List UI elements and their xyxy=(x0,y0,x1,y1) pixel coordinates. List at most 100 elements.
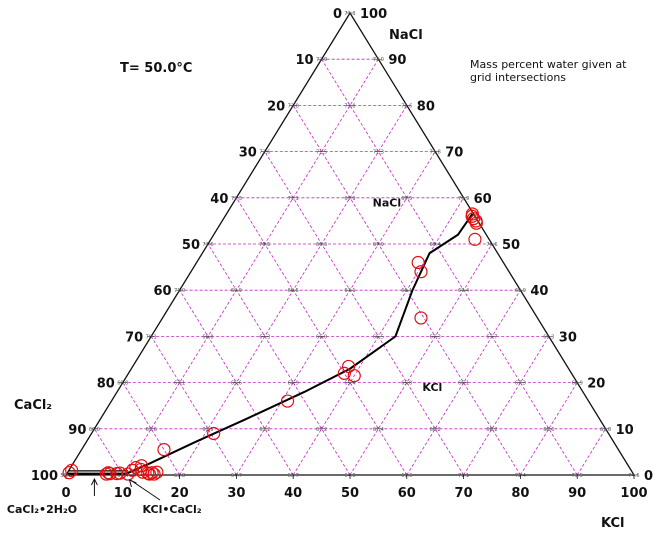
grid-value: 69.9 xyxy=(344,196,355,202)
left-tick-label: 40 xyxy=(210,192,228,207)
grid-value: 65.4 xyxy=(344,381,355,387)
grid-value: 69.5 xyxy=(401,196,412,202)
grid-line-kcl-90 xyxy=(576,428,606,476)
left-tick-label: 20 xyxy=(267,99,285,114)
left-tick-label: 70 xyxy=(125,330,143,345)
data-point xyxy=(337,366,351,380)
grid-value: 70.1 xyxy=(146,334,157,340)
grid-value: 67.9 xyxy=(373,242,384,248)
bottom-tick-label: 80 xyxy=(511,486,529,501)
grid-value: 71.0 xyxy=(174,288,185,294)
grid-value: 71.1 xyxy=(288,196,299,202)
corner-label-cacl2: CaCl₂ xyxy=(14,398,52,413)
grid-value: 64.9 xyxy=(288,381,299,387)
data-point xyxy=(280,394,295,408)
grid-value: 73.3 xyxy=(344,11,355,17)
grid-value: 68.8 xyxy=(117,381,128,387)
data-point xyxy=(207,426,221,441)
data-point xyxy=(157,442,171,457)
grid-value: 72.8 xyxy=(288,103,299,109)
grid-value: 72.6 xyxy=(401,103,412,109)
grid-value: 66.1 xyxy=(401,288,412,294)
grid-value: 67.3 xyxy=(259,334,270,340)
grid-value: 65.6 xyxy=(231,381,242,387)
bottom-tick-label: 10 xyxy=(114,486,132,501)
grid-value: 66.0 xyxy=(89,427,100,433)
grid-value: 69.9 xyxy=(515,288,526,294)
right-tick-label: 10 xyxy=(616,423,634,438)
grid-value: 69.3 xyxy=(316,242,327,248)
right-tick-label: 0 xyxy=(644,469,653,484)
boundary-curve xyxy=(126,213,474,475)
grid-value: 67.1 xyxy=(174,381,185,387)
grid-value: 63.6 xyxy=(146,427,157,433)
bottom-tick-label: 0 xyxy=(61,486,70,501)
region-label: NaCl xyxy=(373,196,401,209)
data-point xyxy=(468,232,482,246)
grid-value: 68.2 xyxy=(486,427,497,433)
data-point xyxy=(141,466,155,480)
data-point xyxy=(145,466,159,480)
data-point xyxy=(142,467,157,481)
left-tick-label: 60 xyxy=(154,284,172,299)
data-point xyxy=(121,467,135,481)
grid-line-kcl-50 xyxy=(349,243,493,476)
right-tick-label: 80 xyxy=(417,99,435,114)
bottom-tick-label: 60 xyxy=(398,486,416,501)
grid-value: 69.8 xyxy=(600,427,611,433)
right-tick-label: 30 xyxy=(559,330,577,345)
grid-value: 71.3 xyxy=(373,150,384,156)
corner-label-nacl: NaCl xyxy=(389,28,423,43)
corner-label-kcl: KCl xyxy=(601,516,625,531)
right-tick-label: 70 xyxy=(445,146,463,161)
grid-line-cacl2-80 xyxy=(122,382,180,476)
grid-value: 66.5 xyxy=(373,334,384,340)
grid-value: 65.8 xyxy=(401,381,412,387)
data-point xyxy=(411,255,425,270)
data-point xyxy=(62,466,76,480)
right-tick-label: 40 xyxy=(530,284,548,299)
region-label: KCl xyxy=(422,381,442,394)
data-point xyxy=(113,466,127,480)
temperature-label: T= 50.0°C xyxy=(120,61,192,76)
data-point xyxy=(414,265,428,279)
phase-arrow xyxy=(130,479,161,501)
grid-value: 71.5 xyxy=(316,150,327,156)
grid-line-kcl-60 xyxy=(406,289,521,476)
phase-label: KCl•CaCl₂ xyxy=(142,503,201,516)
grid-line-cacl2-70 xyxy=(150,336,237,476)
grid-value: 72.6 xyxy=(259,150,270,156)
grid-value: 69.3 xyxy=(543,334,554,340)
note-line-1: Mass percent water given at xyxy=(470,58,627,71)
phase-label: CaCl₂•2H₂O xyxy=(7,503,77,516)
data-point xyxy=(65,463,79,477)
grid-value: 66.0 xyxy=(316,334,327,340)
grid-value: 72.9 xyxy=(316,57,327,63)
grid-value: 68.5 xyxy=(288,288,299,294)
left-tick-label: 100 xyxy=(31,469,58,484)
bottom-tick-label: 70 xyxy=(455,486,473,501)
left-tick-label: 10 xyxy=(296,53,314,68)
grid-value: 69.9 xyxy=(231,288,242,294)
labels: T= 50.0°C Mass percent water given at gr… xyxy=(7,28,627,531)
grid-value: 66.1 xyxy=(458,381,469,387)
data-point xyxy=(150,465,164,479)
grid-line-cacl2-90 xyxy=(94,428,124,476)
grid-value: 67.1 xyxy=(344,288,355,294)
data-point xyxy=(147,467,161,481)
grid-value: 63.2 xyxy=(259,427,270,433)
grid-value: 67.4 xyxy=(373,427,384,433)
data-point xyxy=(103,467,117,481)
grid-value: 61.9 xyxy=(202,427,213,433)
grid-value: 70.9 xyxy=(458,196,469,202)
grid-line-kcl-30 xyxy=(236,151,436,476)
data-point xyxy=(414,311,428,325)
grid-value: 70.6 xyxy=(486,242,497,248)
grid-value: 70.5 xyxy=(259,242,270,248)
right-tick-label: 60 xyxy=(474,192,492,207)
grid-line-kcl-70 xyxy=(463,336,550,476)
grid-line-kcl-80 xyxy=(520,382,578,476)
grid-line-cacl2-60 xyxy=(179,289,294,476)
